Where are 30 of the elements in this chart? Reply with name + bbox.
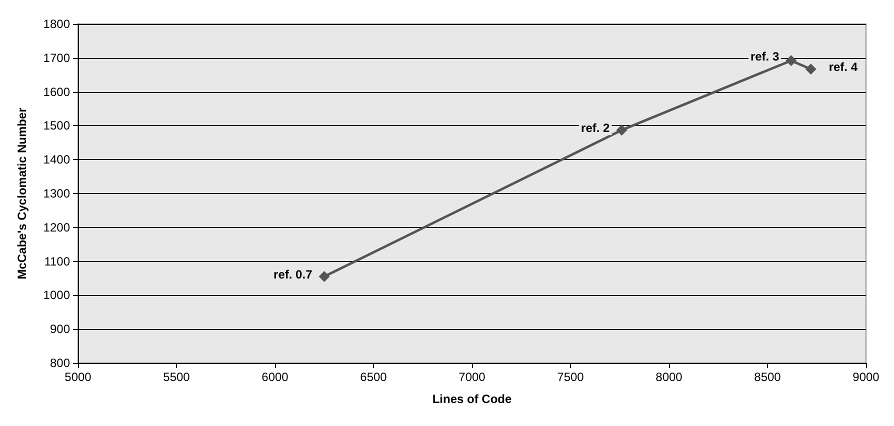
y-tick-label: 1300 [43, 186, 70, 200]
annotation: ref. 2 [581, 121, 610, 136]
annotation: ref. 0.7 [274, 268, 313, 282]
x-tick-label: 9000 [852, 370, 880, 384]
x-tick-label: 8500 [754, 370, 782, 384]
x-tick-label: 7000 [458, 370, 486, 384]
annotation: ref. 3 [750, 50, 780, 64]
point [786, 55, 797, 66]
point [805, 64, 816, 75]
point [616, 124, 628, 136]
y-tick-label: 1600 [43, 84, 70, 99]
y-axis-title: McCabe's Cyclomatic Number [15, 107, 29, 280]
y-tick-label: 900 [50, 322, 70, 336]
y-tick-label: 1500 [43, 118, 70, 133]
y-tick-label: 1200 [43, 220, 70, 234]
x-tick-label: 5000 [64, 370, 92, 384]
x-tick-label: 6000 [262, 370, 289, 384]
point [318, 271, 330, 282]
x-tick-label: 6500 [360, 370, 388, 384]
y-tick-label: 1100 [44, 254, 70, 268]
x-tick-label: 8000 [656, 370, 683, 384]
annotation: ref. 4 [828, 60, 858, 74]
x-tick-label: 7500 [557, 370, 584, 384]
y-tick-label: 1700 [43, 50, 70, 65]
x-tick-label: 5500 [163, 370, 190, 384]
y-tick-label: 1000 [43, 288, 70, 302]
y-tick-label: 1800 [43, 17, 70, 31]
x-axis-title: Lines of Code [432, 392, 512, 406]
y-tick-label: 800 [50, 356, 70, 370]
y-tick-label: 1400 [43, 152, 70, 167]
